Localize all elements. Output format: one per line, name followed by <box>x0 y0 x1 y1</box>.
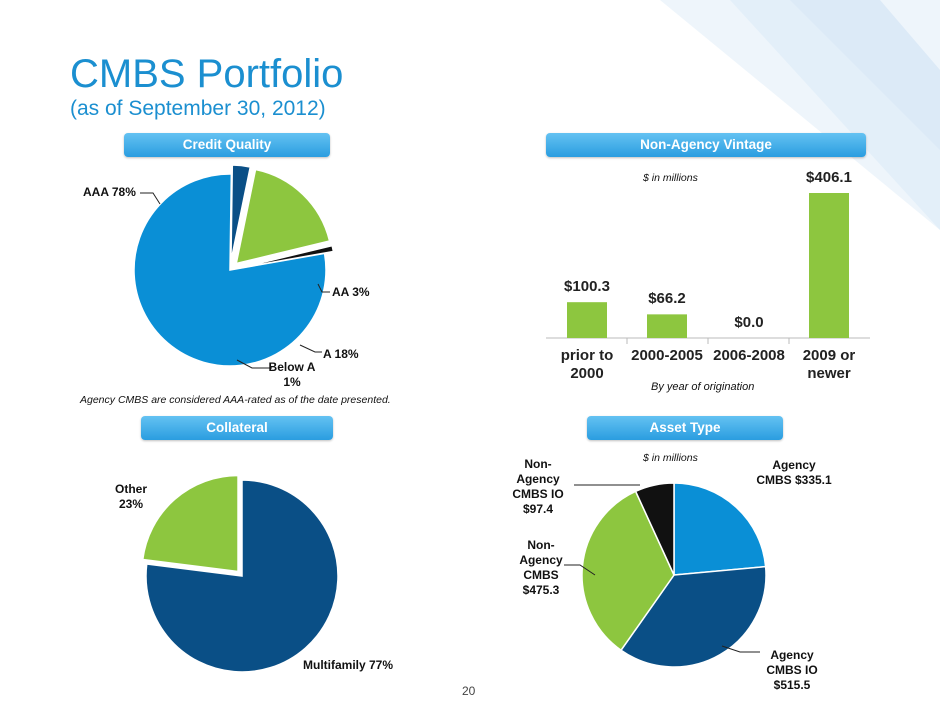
bar-value-2006-2008: $0.0 <box>734 314 764 331</box>
credit-quality-header: Credit Quality <box>124 133 330 157</box>
collateral-pie <box>141 474 339 673</box>
pie-slice-aaa <box>133 173 327 367</box>
bar-category-prior-2000: prior to 2000 <box>560 347 614 382</box>
asset-label-non-agency-cmbs-io: Non-Agency CMBS IO $97.4 <box>512 457 564 516</box>
vintage-header: Non-Agency Vintage <box>546 133 866 157</box>
bar-value-prior-2000: $100.3 <box>564 278 610 296</box>
bar-value-2000-2005: $66.2 <box>648 290 686 308</box>
pie-slice-aa <box>230 164 252 262</box>
bar-value-2009-newer: $406.1 <box>806 169 852 186</box>
vintage-units-note: $ in millions <box>643 172 698 184</box>
bar-category-2009-newer: 2009 or newer <box>802 347 856 382</box>
collateral-label-multifamily: Multifamily 77% <box>303 658 394 672</box>
bar-category-2000-2005: 2000-2005 <box>631 347 703 364</box>
vintage-bar-chart <box>546 193 870 344</box>
asset-label-agency-cmbs-io: Agency CMBS IO $515.5 <box>766 648 818 692</box>
collateral-header: Collateral <box>141 416 333 440</box>
credit-label-below-a: Below A 1% <box>268 360 316 389</box>
credit-label-aa: AA 3% <box>332 285 370 299</box>
page-number: 20 <box>462 684 476 698</box>
pie-slice-a <box>235 168 331 265</box>
asset-label-agency-cmbs: Agency CMBS $335.1 <box>756 458 832 487</box>
bar-prior-to-2000 <box>567 302 607 338</box>
decorative-corner-graphic <box>660 0 940 230</box>
pie-slice-non-agency-cmbs-io <box>634 482 675 576</box>
pie-slice-agency-cmbs-io <box>619 565 767 668</box>
pie-slice-other <box>141 474 239 573</box>
credit-label-aaa: AAA 78% <box>83 185 136 199</box>
collateral-label-other: Other 23% <box>114 482 147 511</box>
bar-2000-2005 <box>647 314 687 338</box>
credit-label-a: A 18% <box>323 347 359 361</box>
bar-category-2006-2008: 2006-2008 <box>713 347 785 364</box>
pie-slice-multifamily <box>145 479 339 673</box>
leader-lines <box>140 192 760 653</box>
credit-quality-pie <box>133 164 335 367</box>
asset-units-note: $ in millions <box>643 452 698 464</box>
page-title: CMBS Portfolio <box>70 52 344 96</box>
vintage-axis-note: By year of origination <box>651 381 755 393</box>
page-subtitle: (as of September 30, 2012) <box>70 97 326 120</box>
pie-slice-agency-cmbs <box>673 482 767 576</box>
asset-type-header: Asset Type <box>587 416 783 440</box>
asset-label-non-agency-cmbs: Non-Agency CMBS $475.3 <box>519 538 563 597</box>
agency-rating-note: Agency CMBS are considered AAA-rated as … <box>80 394 391 406</box>
bar-2009-or-newer <box>809 193 849 338</box>
pie-slice-below-a <box>238 244 335 269</box>
asset-type-pie <box>581 482 767 668</box>
